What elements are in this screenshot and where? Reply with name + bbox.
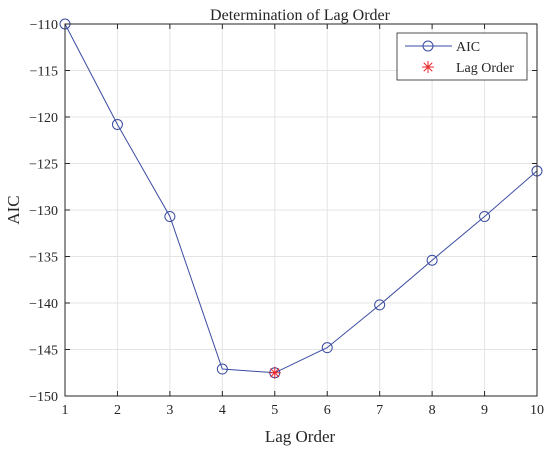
aic-point [426,254,438,266]
legend-lag-order-marker [422,61,434,73]
x-tick-label: 5 [271,403,278,418]
y-tick-label: −135 [29,251,58,266]
legend: AIC Lag Order [396,32,528,81]
lag-order-point [268,366,281,379]
aic-point [164,211,176,223]
x-tick-label: 4 [219,403,226,418]
legend-aic-marker [422,40,434,52]
aic-point [479,211,491,223]
aic-point [111,118,123,130]
legend-box [396,32,528,81]
x-tick-label: 1 [62,403,69,418]
aic-series-line [64,23,538,374]
x-tick-label: 2 [114,403,121,418]
plot-area [59,18,543,379]
y-axis-label: AIC [4,195,23,224]
y-tick-label: −115 [30,65,58,80]
x-tick-label: 3 [166,403,173,418]
legend-lag-order-label: Lag Order [456,61,514,76]
aic-point [374,299,386,311]
x-tick-label: 8 [429,403,436,418]
y-tick-label: −110 [30,18,58,33]
y-tick-label: −130 [29,204,58,219]
legend-aic-label: AIC [456,40,480,55]
legend-star-glyph [422,61,434,73]
y-tick-label: −150 [29,390,58,405]
x-tick-label: 6 [324,403,331,418]
aic-point [321,342,333,354]
aic-point [216,363,228,375]
x-tick-label: 9 [481,403,488,418]
y-tick-label: −120 [29,111,58,126]
x-axis-label: Lag Order [265,427,336,446]
ticks: 1 2 3 4 5 6 7 8 9 10 −110 −115 −120 −125 −130 −135 −140 −… [29,18,544,418]
y-tick-label: −145 [29,344,58,359]
x-tick-label: 10 [530,403,544,418]
x-tick-label: 7 [376,403,383,418]
y-tick-label: −125 [29,158,58,173]
y-tick-label: −140 [29,297,58,312]
chart-title: Determination of Lag Order [210,7,391,24]
